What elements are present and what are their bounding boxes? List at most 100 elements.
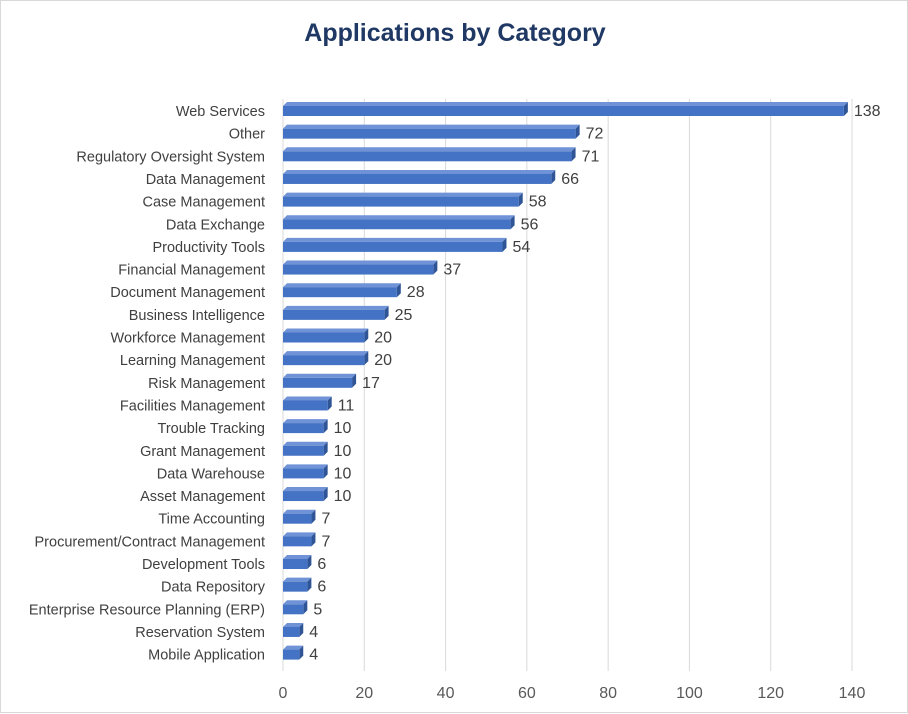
x-tick-label-140: 140 xyxy=(839,685,866,702)
bar-front-risk-management xyxy=(283,377,353,388)
bar-front-data-management xyxy=(283,173,552,184)
category-label-data-repository: Data Repository xyxy=(161,580,266,596)
category-label-business-intelligence: Business Intelligence xyxy=(129,308,265,324)
data-label-data-repository: 6 xyxy=(317,579,326,596)
data-label-data-exchange: 56 xyxy=(521,216,539,233)
bar-top-productivity-tools xyxy=(283,237,507,242)
bar-front-grant-management xyxy=(283,445,324,456)
bar-front-mobile-application xyxy=(283,649,300,660)
category-label-enterprise-resource-planning-erp: Enterprise Resource Planning (ERP) xyxy=(29,602,265,618)
bar-front-document-management xyxy=(283,287,397,298)
bar-top-procurement-contract-management xyxy=(283,532,316,537)
bar-top-facilities-management xyxy=(283,396,332,401)
data-label-enterprise-resource-planning-erp: 5 xyxy=(313,601,322,618)
data-label-document-management: 28 xyxy=(407,284,425,301)
bar-enterprise-resource-planning-erp xyxy=(283,600,308,615)
x-tick-label-120: 120 xyxy=(757,685,784,702)
x-tick-label-0: 0 xyxy=(279,685,288,702)
bar-side-time-accounting xyxy=(311,509,316,524)
data-labels: 1387271665856543728252020171110101010776… xyxy=(309,103,880,664)
bar-side-document-management xyxy=(396,283,401,298)
bar-top-financial-management xyxy=(283,260,438,265)
bar-top-web-services xyxy=(283,102,848,106)
bar-data-warehouse xyxy=(283,464,328,479)
bar-top-data-exchange xyxy=(283,215,515,220)
bar-front-procurement-contract-management xyxy=(283,536,312,547)
bar-development-tools xyxy=(283,555,312,569)
bar-side-data-warehouse xyxy=(323,464,328,479)
bar-top-document-management xyxy=(283,283,401,288)
data-label-workforce-management: 20 xyxy=(374,330,392,347)
bar-side-procurement-contract-management xyxy=(311,532,316,547)
x-tick-label-60: 60 xyxy=(518,685,536,702)
bar-data-exchange xyxy=(283,215,515,230)
bar-front-case-management xyxy=(283,196,519,207)
bar-procurement-contract-management xyxy=(283,532,316,547)
bar-top-other xyxy=(283,124,580,129)
category-label-learning-management: Learning Management xyxy=(120,353,265,369)
bar-side-financial-management xyxy=(433,260,438,275)
data-label-development-tools: 6 xyxy=(317,556,326,573)
category-label-regulatory-oversight-system: Regulatory Oversight System xyxy=(76,149,265,165)
bar-top-grant-management xyxy=(283,441,328,446)
bar-side-regulatory-oversight-system xyxy=(571,147,576,162)
category-label-other: Other xyxy=(229,127,265,143)
category-labels: Web Services Other Regulatory Oversight Sy… xyxy=(29,104,266,664)
bar-top-trouble-tracking xyxy=(283,419,328,424)
bar-top-mobile-application xyxy=(283,645,304,650)
bar-top-workforce-management xyxy=(283,328,369,333)
bar-facilities-management xyxy=(283,396,332,411)
bar-other xyxy=(283,124,580,139)
x-tick-label-100: 100 xyxy=(676,685,703,702)
data-label-financial-management: 37 xyxy=(443,262,461,279)
category-label-time-accounting: Time Accounting xyxy=(158,512,265,528)
bar-top-development-tools xyxy=(283,555,312,559)
bar-top-enterprise-resource-planning-erp xyxy=(283,600,308,605)
bar-web-services xyxy=(283,102,848,116)
data-label-productivity-tools: 54 xyxy=(512,239,530,256)
category-label-data-warehouse: Data Warehouse xyxy=(157,466,265,482)
bar-front-time-accounting xyxy=(283,513,312,524)
bar-top-asset-management xyxy=(283,487,328,492)
bar-data-repository xyxy=(283,577,312,592)
bar-front-enterprise-resource-planning-erp xyxy=(283,604,304,615)
bar-top-time-accounting xyxy=(283,509,316,514)
bar-mobile-application xyxy=(283,645,304,660)
bar-top-case-management xyxy=(283,192,523,197)
data-label-case-management: 58 xyxy=(529,194,547,211)
bar-time-accounting xyxy=(283,509,316,524)
bar-side-facilities-management xyxy=(327,396,332,411)
category-label-facilities-management: Facilities Management xyxy=(120,398,265,414)
bar-business-intelligence xyxy=(283,305,389,320)
bar-front-financial-management xyxy=(283,264,434,275)
category-label-data-exchange: Data Exchange xyxy=(166,217,265,233)
data-label-web-services: 138 xyxy=(854,103,881,120)
bar-data-management xyxy=(283,169,556,184)
data-label-asset-management: 10 xyxy=(334,488,352,505)
data-label-procurement-contract-management: 7 xyxy=(321,533,330,550)
bar-front-web-services xyxy=(283,106,844,116)
bar-front-regulatory-oversight-system xyxy=(283,151,572,162)
bar-front-facilities-management xyxy=(283,400,328,411)
category-label-risk-management: Risk Management xyxy=(148,376,265,392)
bar-front-reservation-system xyxy=(283,626,300,637)
bar-side-business-intelligence xyxy=(384,305,389,320)
bar-top-business-intelligence xyxy=(283,305,389,310)
bar-top-data-management xyxy=(283,169,556,174)
bar-side-data-management xyxy=(551,169,556,184)
bar-document-management xyxy=(283,283,401,298)
bar-grant-management xyxy=(283,441,328,456)
category-label-data-management: Data Management xyxy=(146,172,265,188)
category-label-productivity-tools: Productivity Tools xyxy=(152,240,265,256)
x-axis-tick-labels: 0 20 40 60 80 100 120 140 xyxy=(279,685,866,702)
bar-learning-management xyxy=(283,351,369,366)
category-label-document-management: Document Management xyxy=(110,285,265,301)
bar-side-reservation-system xyxy=(299,622,304,637)
bar-front-learning-management xyxy=(283,355,365,366)
bar-side-workforce-management xyxy=(364,328,369,343)
bar-top-regulatory-oversight-system xyxy=(283,147,576,152)
bar-front-data-warehouse xyxy=(283,468,324,479)
category-label-financial-management: Financial Management xyxy=(118,263,265,279)
bar-financial-management xyxy=(283,260,438,275)
bar-side-case-management xyxy=(518,192,523,207)
